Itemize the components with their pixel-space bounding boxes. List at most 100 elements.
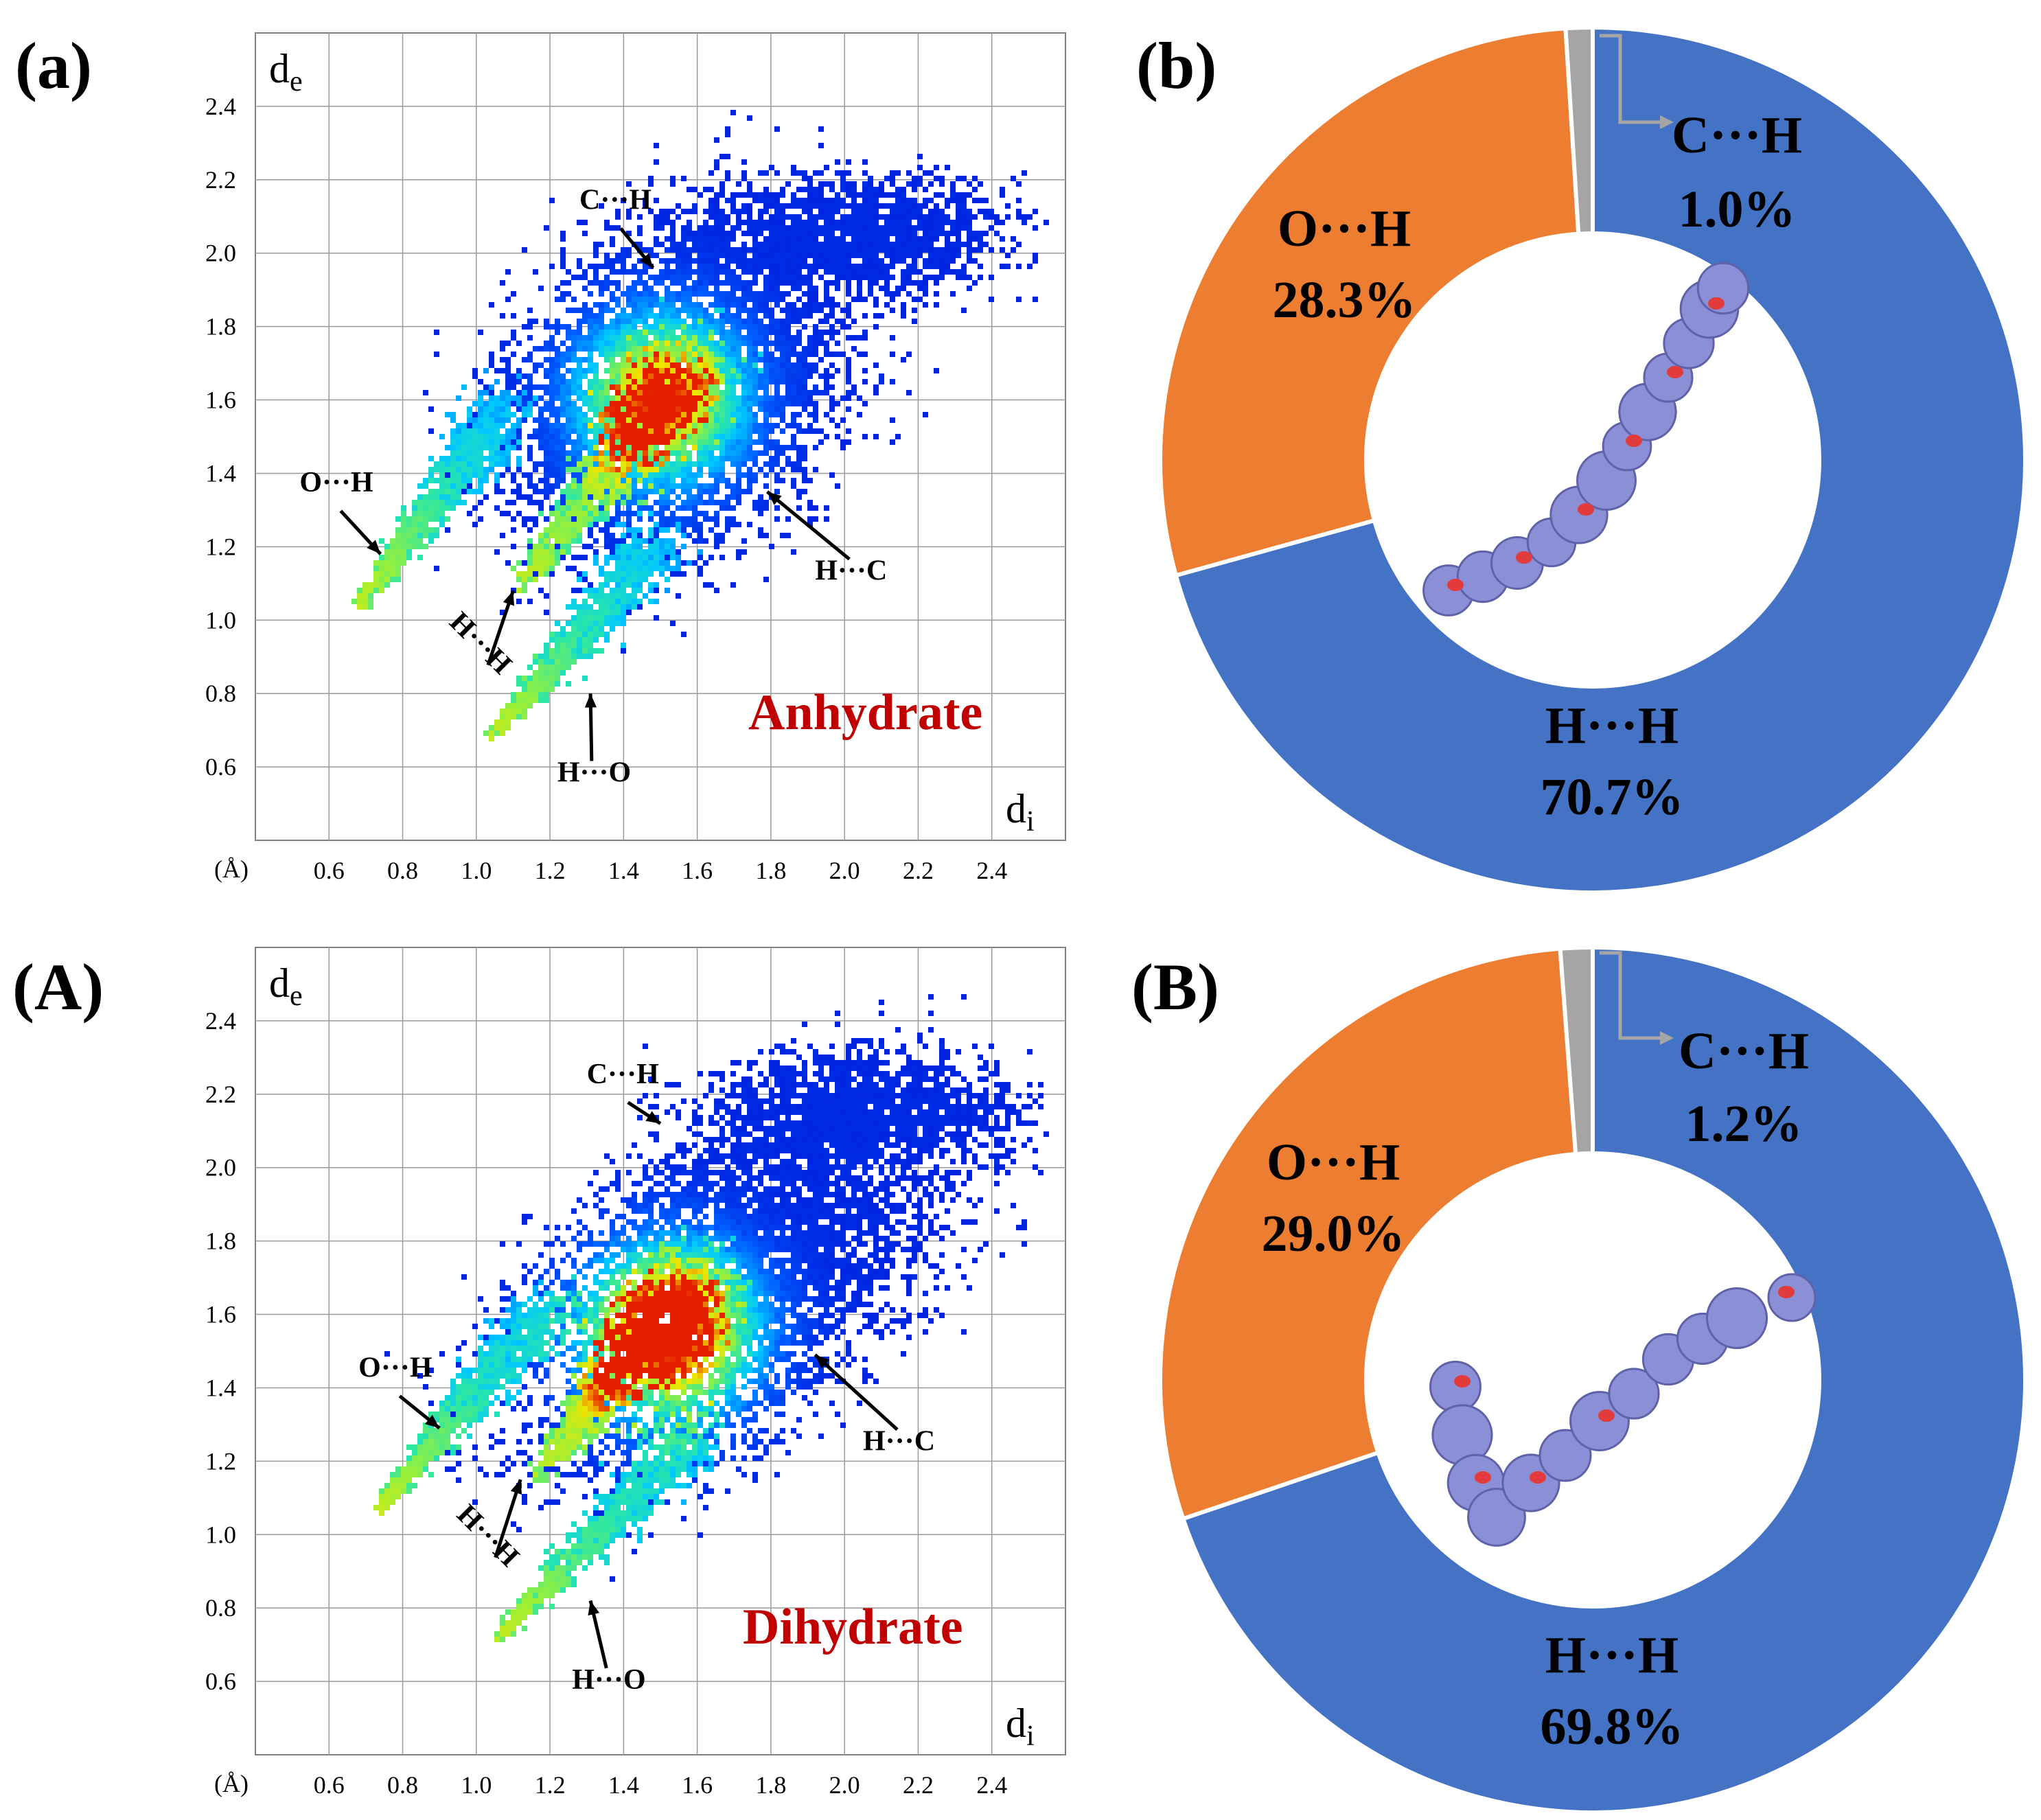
density-cell bbox=[1000, 247, 1005, 253]
density-cell bbox=[654, 297, 659, 302]
density-cell bbox=[654, 472, 659, 478]
density-cell bbox=[665, 406, 670, 412]
density-cell bbox=[670, 297, 676, 302]
density-cell bbox=[588, 401, 593, 406]
density-cell bbox=[676, 483, 681, 489]
density-cell bbox=[681, 280, 687, 286]
density-cell bbox=[730, 505, 736, 511]
density-cell bbox=[621, 264, 626, 269]
density-cell bbox=[549, 1296, 555, 1302]
density-cell bbox=[566, 352, 571, 357]
density-cell bbox=[719, 214, 725, 220]
density-cell bbox=[697, 1439, 703, 1444]
density-cell bbox=[736, 258, 741, 264]
density-cell bbox=[714, 472, 719, 478]
density-cell bbox=[643, 412, 648, 417]
density-cell bbox=[577, 461, 582, 467]
density-cell bbox=[884, 302, 890, 308]
density-cell bbox=[747, 467, 752, 472]
density-cell bbox=[681, 352, 687, 357]
density-cell bbox=[934, 280, 939, 286]
density-cell bbox=[873, 313, 879, 319]
density-cell bbox=[555, 395, 560, 401]
density-cell bbox=[643, 1505, 648, 1510]
density-cell bbox=[467, 423, 472, 428]
density-cell bbox=[862, 313, 868, 319]
density-cell bbox=[758, 505, 763, 511]
density-cell bbox=[719, 291, 725, 297]
density-cell bbox=[741, 489, 747, 494]
density-cell bbox=[714, 417, 719, 423]
density-cell bbox=[494, 1384, 500, 1390]
density-cell bbox=[434, 467, 439, 472]
density-cell bbox=[774, 368, 780, 373]
density-cell bbox=[752, 302, 758, 308]
density-cell bbox=[736, 362, 741, 368]
density-cell bbox=[467, 439, 472, 445]
density-cell bbox=[835, 242, 840, 247]
density-cell bbox=[923, 242, 928, 247]
density-cell bbox=[456, 395, 461, 401]
density-cell bbox=[461, 1401, 467, 1406]
density-cell bbox=[769, 395, 774, 401]
density-cell bbox=[665, 505, 670, 511]
density-cell bbox=[406, 527, 412, 533]
density-cell bbox=[879, 286, 884, 291]
density-cell bbox=[714, 236, 719, 242]
density-cell bbox=[665, 220, 670, 225]
density-cell bbox=[516, 1620, 522, 1626]
density-cell bbox=[582, 1406, 588, 1412]
density-cell bbox=[505, 373, 511, 379]
density-cell bbox=[516, 560, 522, 566]
density-cell bbox=[549, 659, 555, 665]
density-cell bbox=[906, 242, 912, 247]
density-cell bbox=[665, 500, 670, 505]
density-cell bbox=[879, 236, 884, 242]
density-cell bbox=[544, 555, 549, 560]
density-cell bbox=[857, 236, 862, 242]
density-cell bbox=[461, 1406, 467, 1412]
density-cell bbox=[511, 1615, 516, 1620]
density-cell bbox=[703, 1439, 708, 1444]
density-cell bbox=[719, 434, 725, 439]
density-cell bbox=[643, 423, 648, 428]
density-cell bbox=[505, 1379, 511, 1384]
density-cell bbox=[637, 1428, 643, 1433]
density-cell bbox=[593, 599, 599, 604]
density-cell bbox=[873, 258, 879, 264]
annotation-arrow-head bbox=[367, 540, 381, 555]
density-cell bbox=[725, 302, 730, 308]
density-cell bbox=[549, 681, 555, 687]
density-cell bbox=[654, 615, 659, 621]
density-cell bbox=[758, 494, 763, 500]
density-cell bbox=[533, 1609, 538, 1615]
density-cell bbox=[934, 253, 939, 258]
density-cell bbox=[615, 406, 621, 412]
density-cell bbox=[643, 1488, 648, 1494]
density-cell bbox=[665, 538, 670, 544]
density-cell bbox=[676, 203, 681, 209]
density-cell bbox=[665, 1483, 670, 1488]
density-cell bbox=[763, 362, 769, 368]
density-cell bbox=[890, 253, 895, 258]
density-cell bbox=[730, 225, 736, 231]
density-cell bbox=[659, 280, 665, 286]
density-cell bbox=[423, 1466, 428, 1472]
density-cell bbox=[544, 1357, 549, 1362]
density-cell bbox=[538, 412, 544, 417]
density-cell bbox=[522, 1362, 527, 1368]
density-cell bbox=[703, 500, 708, 505]
density-cell bbox=[763, 264, 769, 269]
density-cell bbox=[659, 1433, 665, 1439]
density-cell bbox=[461, 434, 467, 439]
density-cell bbox=[588, 643, 593, 648]
density-cell bbox=[428, 1428, 434, 1433]
density-cell bbox=[643, 1483, 648, 1488]
density-cell bbox=[544, 670, 549, 676]
density-cell bbox=[423, 1450, 428, 1455]
density-cell bbox=[516, 1324, 522, 1329]
density-cell bbox=[730, 368, 736, 373]
density-cell bbox=[522, 582, 527, 588]
density-cell bbox=[829, 373, 835, 379]
density-cell bbox=[505, 269, 511, 275]
